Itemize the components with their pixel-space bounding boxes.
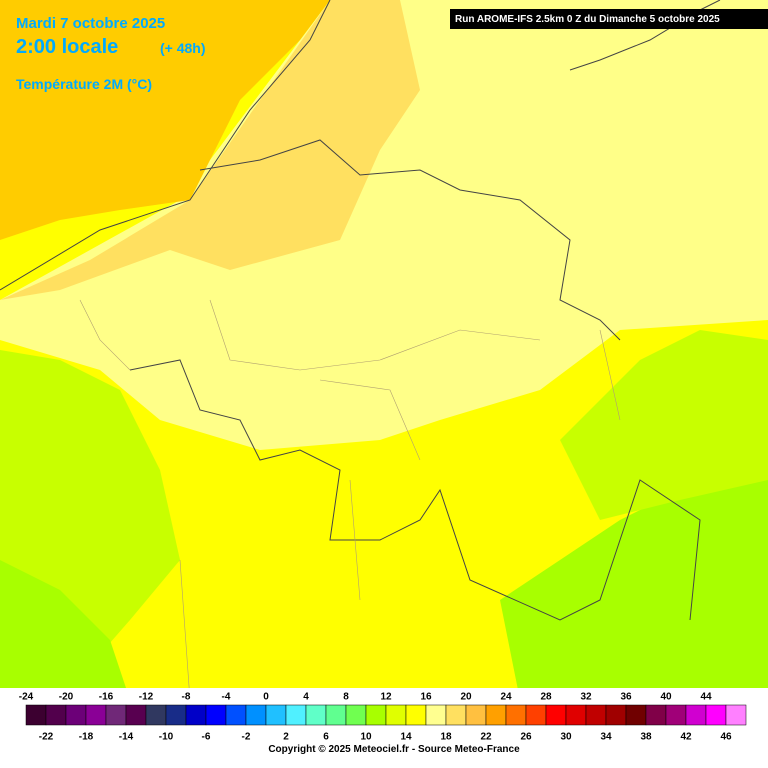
legend-swatch xyxy=(285,704,307,726)
legend-swatch xyxy=(425,704,447,726)
field-orange xyxy=(0,0,330,240)
legend-swatch xyxy=(125,704,147,726)
legend-swatch xyxy=(465,704,487,726)
legend-swatch xyxy=(625,704,647,726)
legend-label: 28 xyxy=(540,692,552,703)
legend-label: 12 xyxy=(380,692,392,703)
legend-label: 46 xyxy=(720,732,732,743)
legend-label: -4 xyxy=(222,692,231,703)
legend-swatch xyxy=(605,704,627,726)
legend-swatch xyxy=(645,704,667,726)
legend-label: 4 xyxy=(303,692,309,703)
legend-swatch xyxy=(165,704,187,726)
legend-swatch xyxy=(665,704,687,726)
legend-label: 36 xyxy=(620,692,632,703)
legend-label: 44 xyxy=(700,692,712,703)
legend-swatch xyxy=(145,704,167,726)
legend-label: 0 xyxy=(263,692,269,703)
legend-label: -8 xyxy=(182,692,191,703)
legend-label: -18 xyxy=(79,732,94,743)
legend-label: 18 xyxy=(440,732,452,743)
legend-swatch xyxy=(505,704,527,726)
legend-label: 14 xyxy=(400,732,412,743)
legend-swatch xyxy=(45,704,67,726)
legend-swatch xyxy=(345,704,367,726)
legend-label: 22 xyxy=(480,732,492,743)
legend-label: 24 xyxy=(500,692,512,703)
legend-swatch xyxy=(65,704,87,726)
legend-panel xyxy=(0,688,768,768)
field-light-orange xyxy=(0,0,420,300)
legend-label: -14 xyxy=(119,732,134,743)
legend-label: -10 xyxy=(159,732,174,743)
legend-swatch xyxy=(705,704,727,726)
legend-swatch xyxy=(225,704,247,726)
legend-label: 20 xyxy=(460,692,472,703)
legend-label: 16 xyxy=(420,692,432,703)
border-northeast xyxy=(569,0,721,71)
legend-label: 10 xyxy=(360,732,372,743)
run-box xyxy=(450,9,768,29)
legend-label: 26 xyxy=(520,732,532,743)
legend-swatch xyxy=(725,704,747,726)
legend-label: -20 xyxy=(59,692,74,703)
legend-label: -24 xyxy=(19,692,34,703)
legend-swatch xyxy=(525,704,547,726)
legend-swatch xyxy=(385,704,407,726)
legend-swatch xyxy=(245,704,267,726)
legend-label: -2 xyxy=(242,732,251,743)
field-pale xyxy=(0,0,768,450)
lead: (+ 48h) xyxy=(160,40,206,56)
legend-swatch xyxy=(305,704,327,726)
legend: -24-22-20-18-16-14-12-10-8-6-4-202468101… xyxy=(19,692,747,743)
time: 2:00 locale xyxy=(16,36,118,58)
parameter: Température 2M (°C) xyxy=(16,76,152,92)
legend-label: -22 xyxy=(39,732,54,743)
field-green xyxy=(0,560,130,700)
legend-label: 32 xyxy=(580,692,592,703)
coastline xyxy=(0,0,331,291)
legend-label: 6 xyxy=(323,732,329,743)
legend-label: 8 xyxy=(343,692,349,703)
legend-label: -16 xyxy=(99,692,114,703)
legend-swatch xyxy=(205,704,227,726)
legend-swatch xyxy=(445,704,467,726)
legend-swatch xyxy=(265,704,287,726)
legend-swatch xyxy=(565,704,587,726)
date: Mardi 7 octobre 2025 xyxy=(16,15,165,32)
legend-swatch xyxy=(25,704,47,726)
legend-label: 30 xyxy=(560,732,572,743)
border-north xyxy=(199,139,621,341)
legend-swatch xyxy=(325,704,347,726)
run: Run AROME-IFS 2.5km 0 Z du Dimanche 5 oc… xyxy=(455,14,720,25)
legend-swatch xyxy=(105,704,127,726)
border-south xyxy=(129,359,701,621)
legend-swatch xyxy=(545,704,567,726)
field-green-east xyxy=(500,470,768,700)
legend-label: -6 xyxy=(202,732,211,743)
legend-swatch xyxy=(185,704,207,726)
legend-label: 42 xyxy=(680,732,692,743)
legend-swatch xyxy=(405,704,427,726)
legend-swatch xyxy=(585,704,607,726)
legend-label: 40 xyxy=(660,692,672,703)
legend-label: 38 xyxy=(640,732,652,743)
legend-label: -12 xyxy=(139,692,154,703)
legend-swatch xyxy=(485,704,507,726)
copyright: Copyright © 2025 Meteociel.fr - Source M… xyxy=(268,744,520,755)
field-warm-green-east xyxy=(560,330,768,520)
legend-label: 2 xyxy=(283,732,289,743)
legend-swatch xyxy=(365,704,387,726)
region-lines xyxy=(79,299,621,701)
legend-label: 34 xyxy=(600,732,612,743)
legend-swatch xyxy=(685,704,707,726)
legend-swatch xyxy=(85,704,107,726)
